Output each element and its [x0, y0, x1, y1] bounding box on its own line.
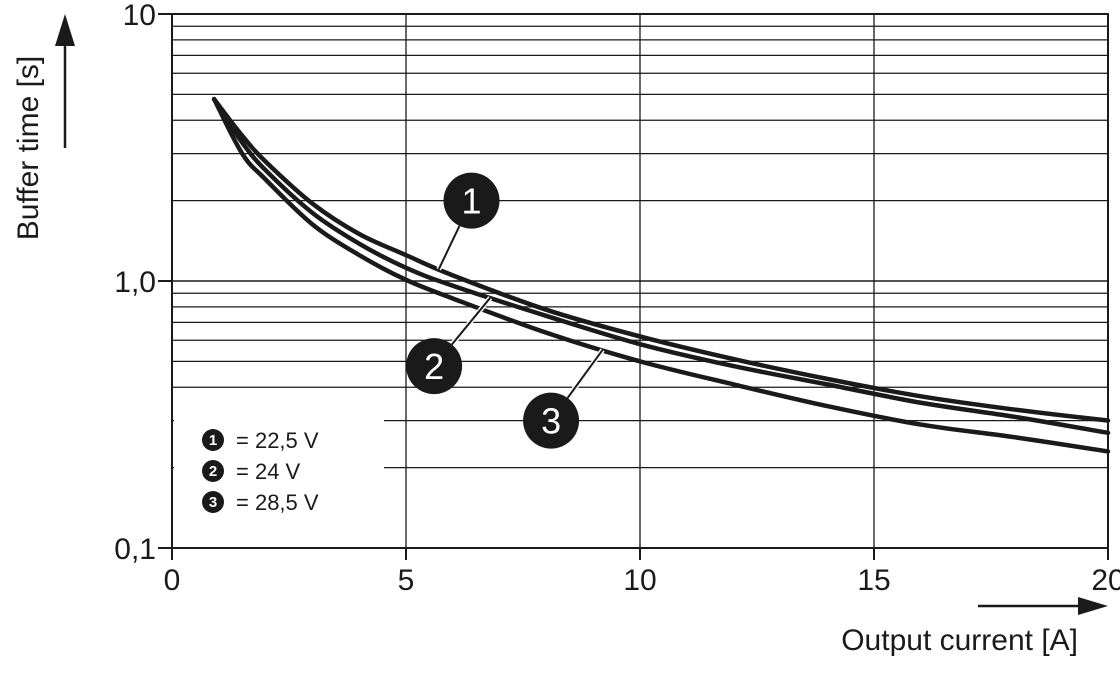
y-tick-label: 10: [123, 0, 156, 32]
leader-line: [451, 297, 492, 346]
series-line-2: [211, 96, 1111, 436]
grid-lines: [171, 13, 1109, 549]
y-tick-label: 1,0: [114, 266, 156, 299]
tick-labels: 0 5 10 15 20 0,1 1,0 10: [114, 0, 1120, 597]
marker-bubble: [443, 172, 500, 229]
leader-line: [437, 225, 461, 270]
x-tick-label: 0: [164, 564, 181, 597]
legend-marker-number: 1: [209, 432, 217, 449]
series-lines: [211, 96, 1111, 454]
y-axis-arrow: [55, 14, 75, 148]
legend: 1 = 22,5 V 2 = 24 V 3 = 28,5 V: [202, 428, 319, 515]
leader-line: [566, 349, 604, 399]
marker-label: 2: [424, 346, 444, 387]
x-tick-label: 20: [1091, 564, 1120, 597]
marker-label: 1: [462, 181, 482, 222]
x-tick-label: 10: [623, 564, 656, 597]
marker-bubble: [523, 392, 580, 449]
legend-marker-number: 2: [209, 463, 217, 480]
legend-entry: = 28,5 V: [236, 490, 319, 515]
series-line-1: [211, 96, 1111, 423]
x-axis-label: Output current [A]: [841, 624, 1078, 657]
marker-label: 3: [541, 401, 561, 442]
legend-marker: [202, 429, 224, 451]
legend-marker-number: 3: [209, 494, 217, 511]
x-tick-label: 5: [398, 564, 415, 597]
x-tick-label: 15: [857, 564, 890, 597]
x-axis-arrow: [978, 597, 1108, 615]
legend-marker: [202, 460, 224, 482]
y-axis-label: Buffer time [s]: [12, 56, 45, 241]
legend-entry: = 24 V: [236, 459, 301, 484]
axes: [158, 13, 1109, 560]
legend-marker: [202, 491, 224, 513]
y-tick-label: 0,1: [114, 533, 156, 566]
curve-annotations: 1 2 3: [406, 172, 605, 449]
marker-bubble: [406, 338, 463, 395]
series-line-3: [211, 96, 1111, 454]
legend-entry: = 22,5 V: [236, 428, 319, 453]
